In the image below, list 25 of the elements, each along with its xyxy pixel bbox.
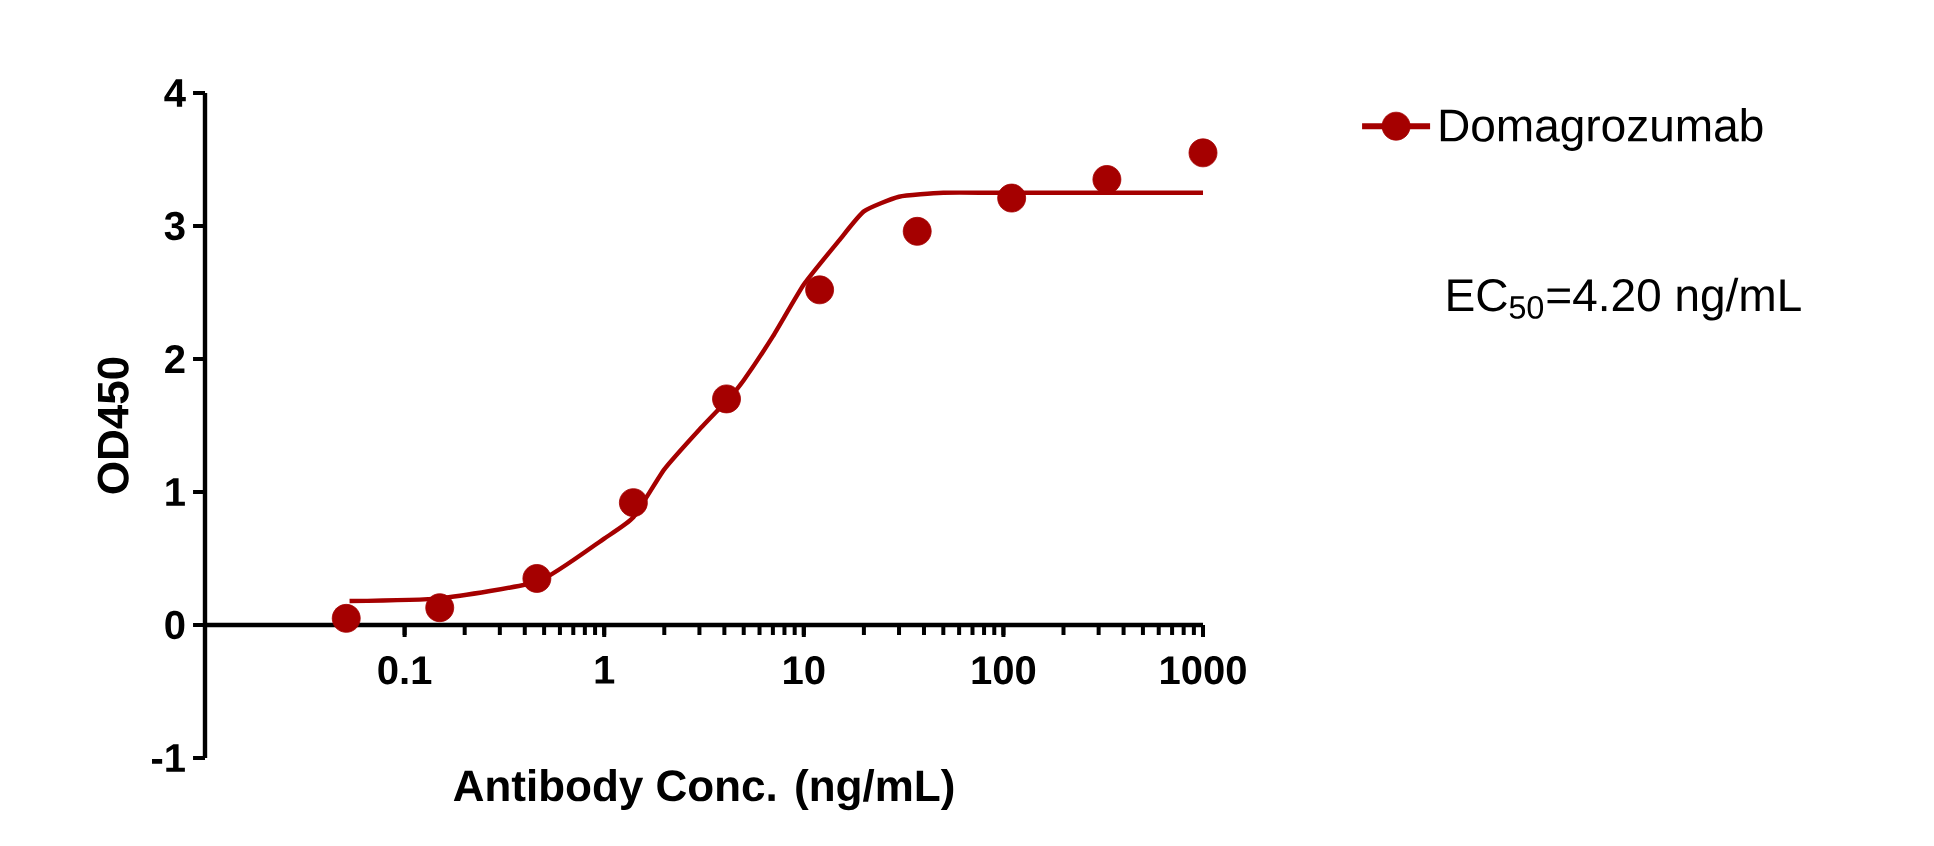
x-tick-label: 1: [595, 656, 615, 684]
point: [712, 384, 741, 414]
legend-label: Domagrozumab: [1440, 108, 1763, 151]
y-tick-label: 4: [164, 79, 186, 107]
point: [522, 564, 552, 593]
point: [425, 593, 455, 623]
x-tick-label: 10: [784, 656, 825, 685]
point: [997, 183, 1027, 213]
y-axis-title: OD450: [97, 357, 129, 494]
y-tick-label: 2: [165, 345, 185, 373]
point: [618, 488, 648, 518]
y-tick-label: 1: [166, 478, 185, 506]
x-tick-label: 1000: [1161, 656, 1246, 685]
point: [331, 603, 361, 633]
y-tick-label: 3: [164, 211, 185, 241]
x-tick-label: 100: [972, 656, 1036, 685]
point: [902, 216, 932, 246]
point: [1092, 165, 1122, 194]
y-tick-label: -1: [152, 744, 185, 772]
x-tick-label: 0.1: [378, 656, 432, 685]
x-axis-title: Antibody Conc. (ng/mL): [453, 769, 954, 811]
point: [1188, 138, 1218, 168]
y-tick-label: 0: [165, 610, 185, 640]
point: [805, 275, 835, 305]
text: EC$_{50}$=4.20 ng/mL: [1448, 277, 1801, 321]
